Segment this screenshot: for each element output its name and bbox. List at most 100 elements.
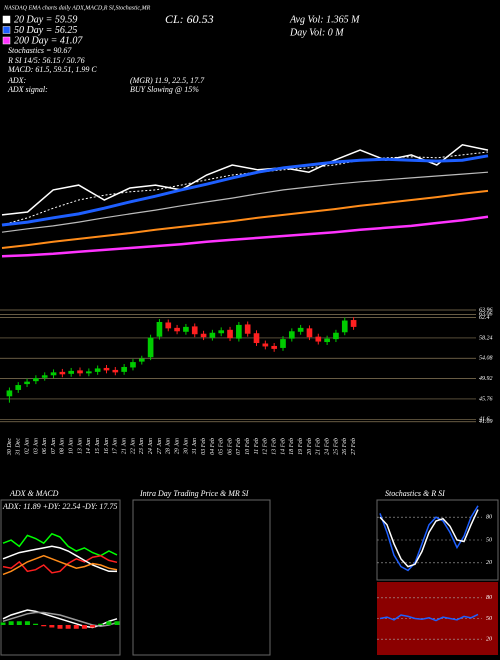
candle-body (209, 332, 216, 338)
candle-body (236, 324, 242, 339)
y-tick-label: 41.6 (479, 416, 490, 423)
y-tick-label: 20 (486, 637, 492, 643)
histogram-bar (16, 621, 22, 625)
adx-panel-frame (0, 499, 121, 656)
candle-body (341, 320, 348, 333)
series-line (1, 154, 489, 227)
close-label: CL: 60.53 (165, 12, 214, 26)
y-tick-label: 63.96 (479, 307, 493, 313)
intraday-panel-frame (132, 499, 271, 656)
annotation: (MGR) 11.9, 22.5, 17.7 (130, 76, 205, 85)
candle-body (244, 324, 251, 334)
candle-body (271, 345, 277, 349)
x-tick-label: 06 Feb (227, 438, 233, 455)
series-line (1, 143, 489, 216)
legend-swatch (2, 15, 11, 24)
histogram-bar (65, 625, 71, 629)
candle-body (41, 375, 48, 378)
x-tick-label: 23 Jan (139, 438, 145, 454)
candle-body (306, 328, 313, 338)
x-tick-label: 25 Feb (333, 438, 339, 455)
x-tick-label: 22 Jan (130, 438, 136, 454)
candle-body (138, 358, 145, 362)
candle-body (253, 333, 260, 344)
x-tick-label: 15 Jan (95, 438, 101, 454)
candle-body (147, 337, 154, 358)
candle-body (227, 329, 233, 339)
histogram-bar (33, 623, 39, 625)
series-line (379, 509, 479, 568)
y-tick-label: 45.76 (479, 395, 493, 402)
x-tick-label: 21 Feb (316, 438, 322, 455)
x-tick-label: 05 Feb (219, 438, 225, 455)
y-tick-label: 63.06 (479, 312, 493, 318)
legend-swatch (2, 26, 11, 34)
x-tick-label: 18 Feb (289, 438, 295, 455)
histogram-bar (98, 623, 104, 625)
x-tick-label: 17 Jan (113, 438, 119, 454)
legend-label: 20 Day = 59.59 (14, 14, 77, 25)
candle-body (218, 330, 225, 334)
chart-header: NASDAQ EMA charts daily ADX,MACD,R SI,St… (3, 5, 151, 11)
series-line (379, 505, 479, 572)
annotation: MACD: 61.5, 59.51, 1.99 C (7, 65, 97, 74)
avg-vol: Avg Vol: 1.365 M (289, 14, 360, 25)
y-tick-label: 50 (486, 616, 492, 622)
candle-body (315, 336, 322, 342)
candle-body (280, 339, 286, 348)
y-tick-label: 20 (486, 560, 492, 566)
y-tick-label: 62.4 (479, 314, 490, 321)
x-tick-label: 21 Jan (122, 438, 128, 454)
histogram-bar (114, 621, 120, 625)
candle-body (156, 322, 163, 337)
x-tick-label: 07 Jan (51, 438, 57, 454)
x-tick-label: 28 Jan (166, 438, 172, 454)
candle-body (77, 370, 83, 374)
annotation: R SI 14/5: 56.15 / 50.76 (7, 56, 85, 65)
day-vol: Day Vol: 0 M (289, 27, 344, 38)
x-tick-label: 03 Jan (33, 438, 39, 454)
candle-body (165, 322, 172, 329)
legend-swatch (2, 36, 11, 45)
histogram-bar (8, 621, 14, 625)
candle-body (24, 381, 30, 385)
candle-body (86, 371, 92, 374)
x-tick-label: 19 Feb (298, 438, 304, 455)
histogram-bar (57, 625, 63, 629)
histogram-bar (0, 622, 6, 625)
y-tick-label: 41.09 (479, 418, 493, 425)
y-tick-label: 80 (486, 595, 492, 601)
histogram-bar (41, 625, 47, 627)
candle-body (333, 332, 339, 340)
x-tick-label: 07 Feb (236, 438, 242, 455)
x-tick-label: 31 Dec (16, 438, 22, 456)
histogram-bar (81, 625, 87, 629)
annotation: ADX signal: (7, 85, 48, 94)
candle-body (112, 369, 119, 373)
series-line (1, 189, 489, 249)
legend-label: 200 Day = 41.07 (14, 35, 83, 46)
candle-body (191, 326, 198, 335)
series-line (1, 171, 489, 233)
x-tick-label: 13 Jan (77, 438, 83, 454)
candle-body (50, 372, 57, 376)
x-tick-label: 27 Jan (157, 438, 163, 454)
y-tick-label: 50 (486, 537, 492, 543)
x-tick-label: 08 Jan (60, 438, 66, 454)
panel-title: ADX & MACD (9, 489, 59, 498)
x-tick-label: 30 Jan (183, 438, 189, 455)
x-tick-label: 02 Jan (24, 438, 30, 454)
candle-body (68, 370, 75, 374)
candle-body (183, 326, 189, 332)
y-tick-label: 80 (486, 515, 492, 521)
series-line (2, 554, 118, 576)
candle-body (94, 368, 101, 372)
legend-label: 50 Day = 56.25 (14, 25, 77, 36)
candle-body (6, 390, 13, 397)
candle-body (174, 327, 180, 332)
candle-body (130, 362, 136, 368)
x-tick-label: 10 Jan (69, 438, 75, 454)
candle-body (350, 320, 357, 327)
candle-body (121, 366, 127, 372)
